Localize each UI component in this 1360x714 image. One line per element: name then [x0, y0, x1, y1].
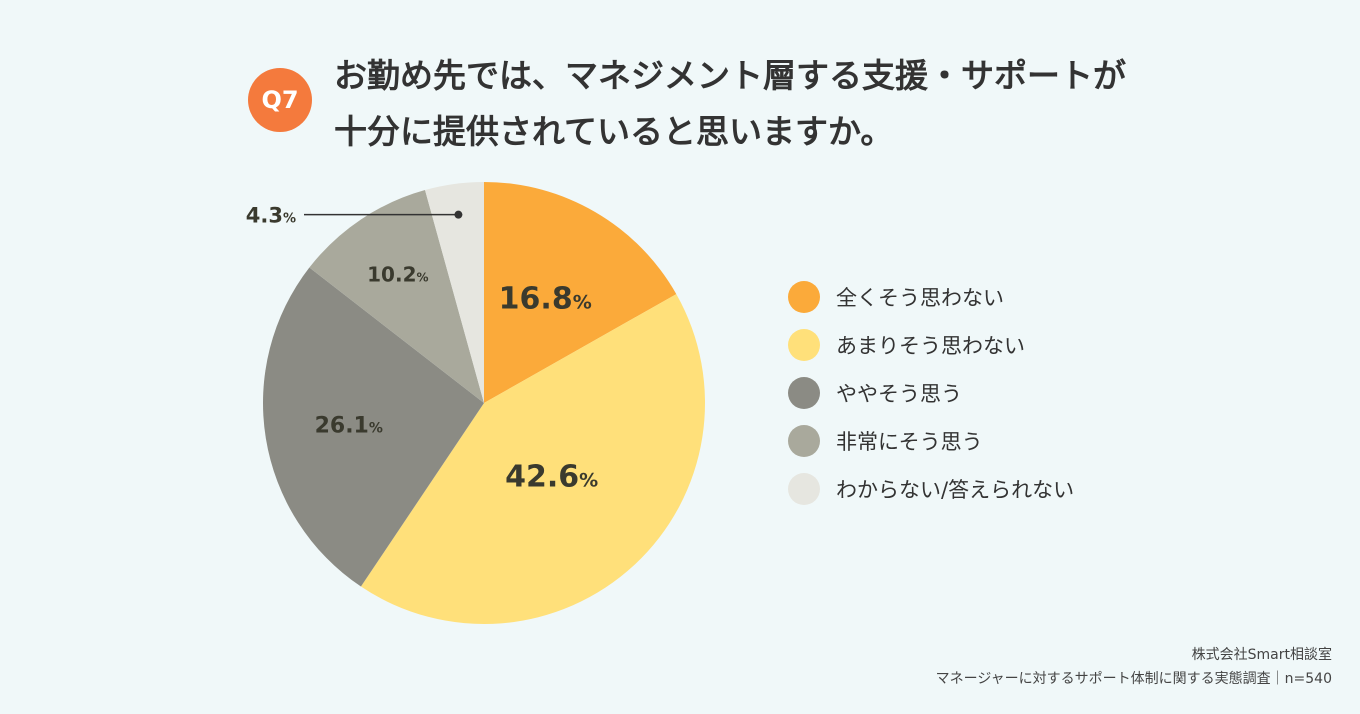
legend-swatch: [788, 377, 820, 409]
pie-slice-4: [309, 190, 484, 403]
data-label-3: 26.1%: [315, 414, 383, 439]
pie-slice-2: [360, 294, 705, 625]
legend-swatch: [788, 329, 820, 361]
legend-item-2: あまりそう思わない: [788, 328, 1074, 362]
chart-title: お勤め先では、マネジメント層する支援・サポートが 十分に提供されていると思います…: [334, 48, 1126, 160]
chart-title-line-1: お勤め先では、マネジメント層する支援・サポートが: [334, 56, 1126, 95]
legend-label: あまりそう思わない: [836, 334, 1025, 358]
pie-slice-3: [263, 267, 484, 587]
legend-label: わからない/答えられない: [836, 478, 1075, 502]
legend-label: ややそう思う: [836, 382, 962, 406]
question-badge: Q7: [248, 68, 312, 132]
legend-item-1: 全くそう思わない: [788, 280, 1074, 314]
data-label-1: 16.8%: [499, 281, 592, 316]
legend-item-5: わからない/答えられない: [788, 472, 1074, 506]
legend-swatch: [788, 425, 820, 457]
legend-swatch: [788, 281, 820, 313]
data-label-5: 4.3%: [246, 204, 296, 228]
legend-label: 全くそう思わない: [836, 286, 1004, 310]
legend-swatch: [788, 473, 820, 505]
data-label-4: 10.2%: [367, 263, 428, 287]
pie-slice-1: [484, 182, 677, 403]
chart-legend: 全くそう思わない あまりそう思わない ややそう思う 非常にそう思うわからない/答えられ…: [788, 280, 1074, 520]
legend-item-3: ややそう思う: [788, 376, 1074, 410]
callout-dot: [454, 210, 463, 219]
source-note: 株式会社Smart相談室 マネージャーに対するサポート体制に関する実態調査｜n=…: [936, 643, 1332, 691]
source-survey: マネージャーに対するサポート体制に関する実態調査｜n=540: [935, 671, 1332, 687]
legend-item-4: 非常にそう思う: [788, 424, 1074, 458]
chart-title-line-2: 十分に提供されていると思いますか。: [334, 112, 894, 151]
source-company: 株式会社Smart相談室: [1191, 647, 1332, 663]
data-label-2: 42.6%: [505, 459, 598, 494]
pie-slice-5: [425, 182, 484, 403]
legend-label: 非常にそう思う: [836, 430, 983, 454]
